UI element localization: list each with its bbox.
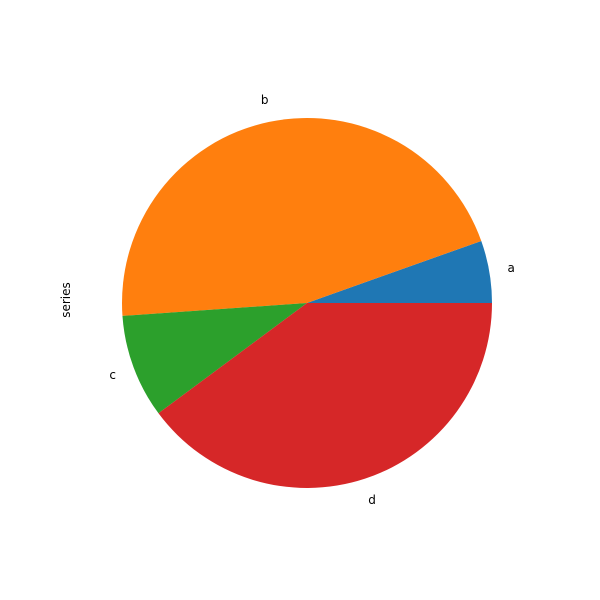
pie-slice-a[interactable] — [307, 240, 492, 303]
pie-label-a: a — [507, 260, 515, 275]
y-axis-label: series — [59, 282, 73, 318]
pie-label-b: b — [260, 93, 269, 108]
pie-slice-group — [122, 117, 492, 489]
pie-label-c: c — [109, 367, 116, 382]
pie-label-d: d — [368, 492, 376, 507]
pie-slice-c[interactable] — [122, 303, 308, 414]
pie-slice-b[interactable] — [122, 117, 482, 316]
pie-slice-d[interactable] — [158, 303, 492, 489]
